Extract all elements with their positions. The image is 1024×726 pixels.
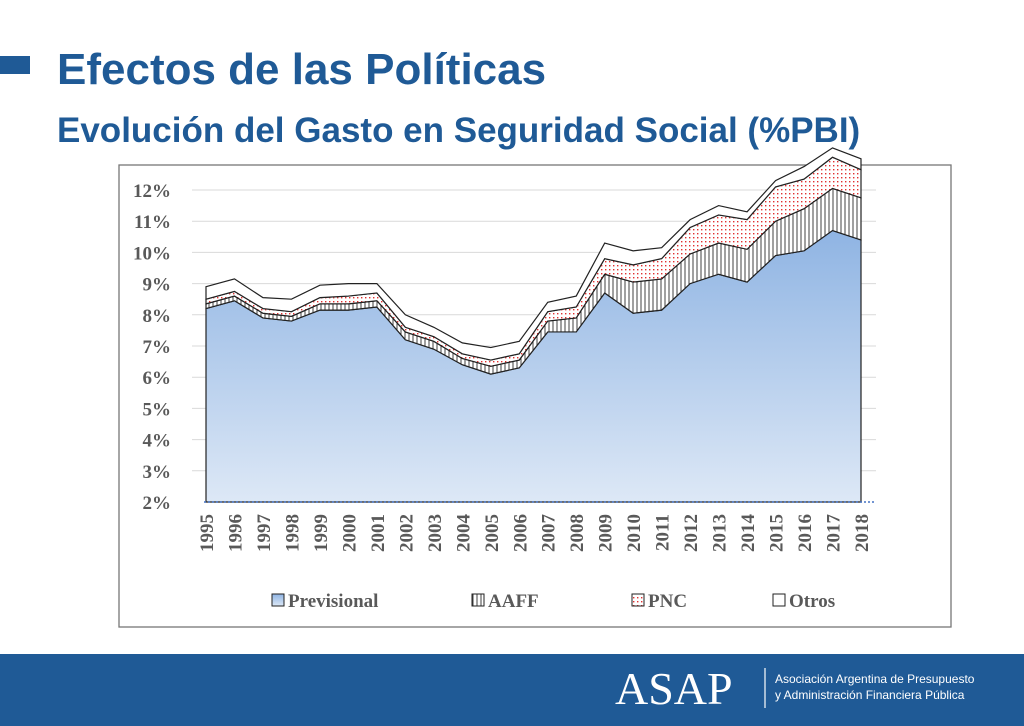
- y-tick-label: 6%: [143, 368, 172, 389]
- y-tick-label: 8%: [143, 306, 172, 327]
- x-tick-label: 2016: [795, 514, 816, 552]
- x-tick-label: 2008: [567, 514, 588, 552]
- area: [205, 147, 862, 361]
- legend-label: PNC: [648, 591, 687, 612]
- x-tick-label: 2004: [453, 514, 474, 553]
- x-tick-label: 1999: [311, 514, 332, 552]
- footer-logo: ASAP: [615, 663, 733, 714]
- x-tick-label: 2014: [738, 514, 759, 553]
- x-tick-label: 2015: [767, 514, 788, 552]
- x-tick-label: 2005: [482, 514, 503, 552]
- x-tick-label: 2006: [510, 514, 531, 552]
- y-tick-label: 12%: [133, 181, 171, 202]
- y-tick-label: 4%: [143, 431, 172, 452]
- x-tick-label: 2010: [624, 514, 645, 552]
- x-tick-label: 1997: [254, 514, 275, 553]
- y-tick-label: 2%: [143, 493, 172, 514]
- footer-line: y Administración Financiera Pública: [775, 688, 965, 702]
- x-tick-label: 2017: [824, 514, 845, 553]
- x-tick-label: 2002: [396, 514, 417, 552]
- x-tick-label: 2013: [710, 514, 731, 552]
- x-tick-label: 1996: [225, 514, 246, 552]
- subtitle: Evolución del Gasto en Seguridad Social …: [57, 111, 860, 150]
- x-tick-label: 1998: [282, 514, 303, 552]
- y-tick-label: 7%: [143, 337, 172, 358]
- x-tick-label: 2003: [425, 514, 446, 552]
- y-tick-label: 10%: [133, 243, 171, 264]
- legend-label: Otros: [789, 591, 835, 612]
- legend-label: Previsional: [288, 591, 378, 612]
- legend-swatch: [271, 593, 285, 607]
- x-tick-label: 2012: [681, 514, 702, 552]
- x-tick-label: 2007: [539, 514, 560, 553]
- footer-line: Asociación Argentina de Presupuesto: [775, 672, 975, 686]
- legend-label: AAFF: [488, 591, 539, 612]
- x-tick-label: 2001: [368, 514, 389, 552]
- legend-swatch: [471, 593, 485, 607]
- x-tick-label: 1995: [197, 514, 218, 552]
- legend-swatch: [772, 593, 786, 607]
- legend-swatch: [631, 593, 645, 607]
- x-tick-label: 2018: [852, 514, 873, 552]
- x-tick-label: 2000: [339, 514, 360, 552]
- y-tick-label: 9%: [143, 275, 172, 296]
- x-tick-label: 2009: [596, 514, 617, 552]
- y-tick-label: 5%: [143, 399, 172, 420]
- x-tick-label: 2011: [653, 514, 674, 551]
- footer-band: [0, 654, 1024, 726]
- y-tick-label: 3%: [143, 462, 172, 483]
- plot: 2% 3% 4% 5% 6% 7% 8% 9% 10% 11% 12% 1995 1996 1997 199…: [133, 147, 876, 612]
- title-bar: [0, 56, 30, 74]
- title: Efectos de las Políticas: [57, 45, 546, 94]
- y-tick-label: 11%: [134, 212, 171, 233]
